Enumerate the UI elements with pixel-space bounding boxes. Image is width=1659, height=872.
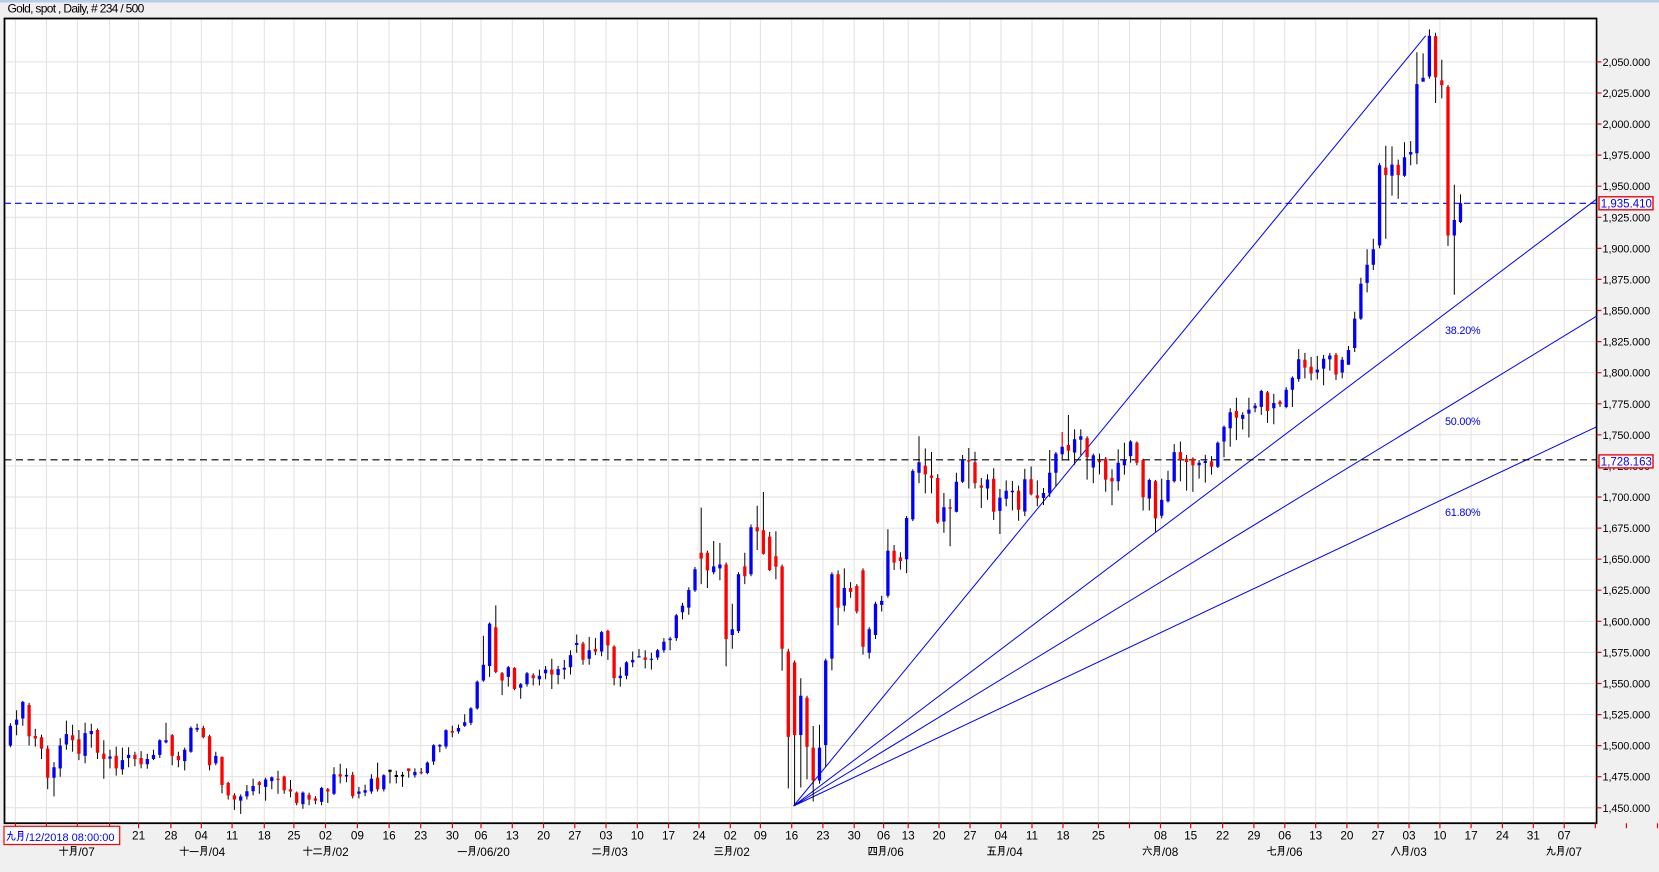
svg-text:04: 04 [994,829,1008,843]
svg-text:1,650.000: 1,650.000 [1603,554,1651,566]
svg-text:/04: /04 [1006,845,1023,859]
svg-text:1,525.000: 1,525.000 [1603,710,1651,722]
svg-text:13: 13 [506,829,520,843]
svg-text:50.00%: 50.00% [1445,416,1481,428]
svg-text:13: 13 [1309,829,1323,843]
svg-text:1,600.000: 1,600.000 [1603,616,1651,628]
svg-text:06: 06 [1278,829,1292,843]
svg-text:/02: /02 [733,845,749,859]
svg-text:2,050.000: 2,050.000 [1603,57,1651,69]
svg-text:03: 03 [1402,829,1416,843]
svg-text:1,775.000: 1,775.000 [1603,399,1651,411]
svg-text:25: 25 [1092,829,1106,843]
svg-text:17: 17 [1465,829,1478,843]
svg-text:/08: /08 [1162,845,1179,859]
svg-text:1,625.000: 1,625.000 [1603,585,1651,597]
svg-text:20: 20 [932,829,946,843]
svg-text:08: 08 [1154,829,1168,843]
svg-text:23: 23 [414,829,428,843]
svg-text:09: 09 [351,829,364,843]
svg-text:Gold, spot , Daily, # 234 / 50: Gold, spot , Daily, # 234 / 500 [8,2,145,16]
svg-text:1,800.000: 1,800.000 [1603,368,1651,380]
svg-text:2,000.000: 2,000.000 [1603,119,1651,131]
svg-text:11: 11 [226,829,238,843]
svg-text:1,675.000: 1,675.000 [1603,523,1651,535]
svg-text:16: 16 [383,829,397,843]
svg-text:30: 30 [848,829,862,843]
svg-text:/03: /03 [1410,845,1427,859]
svg-text:/02: /02 [332,845,348,859]
svg-text:17: 17 [662,829,675,843]
svg-text:27: 27 [963,829,976,843]
svg-text:13: 13 [902,829,916,843]
svg-text:25: 25 [287,829,301,843]
svg-text:1,728.163: 1,728.163 [1601,457,1652,469]
svg-text:11: 11 [1026,829,1038,843]
svg-text:/06: /06 [1286,845,1303,859]
svg-text:1,935.410: 1,935.410 [1601,198,1652,210]
svg-text:1,975.000: 1,975.000 [1603,150,1651,162]
svg-text:03: 03 [599,829,613,843]
svg-text:/04: /04 [209,845,226,859]
svg-text:20: 20 [1340,829,1354,843]
svg-text:02: 02 [724,829,737,843]
svg-text:1,825.000: 1,825.000 [1603,337,1651,349]
svg-text:1,475.000: 1,475.000 [1603,772,1651,784]
svg-text:10: 10 [1433,829,1447,843]
svg-text:29: 29 [1247,829,1260,843]
svg-text:06: 06 [474,829,488,843]
svg-text:06: 06 [877,829,891,843]
svg-text:31: 31 [1527,829,1540,843]
svg-text:/07: /07 [1566,845,1582,859]
svg-text:10: 10 [631,829,645,843]
svg-text:1,450.000: 1,450.000 [1603,803,1651,815]
svg-text:07: 07 [1558,829,1571,843]
svg-text:1,850.000: 1,850.000 [1603,306,1651,318]
svg-text:/03: /03 [611,845,628,859]
svg-text:04: 04 [195,829,209,843]
svg-text:24: 24 [692,829,706,843]
svg-text:/06: /06 [887,845,904,859]
svg-text:27: 27 [568,829,581,843]
svg-text:28: 28 [164,829,178,843]
svg-text:30: 30 [446,829,460,843]
svg-text:21: 21 [132,829,145,843]
svg-text:18: 18 [1056,829,1070,843]
svg-text:/06/20: /06/20 [477,845,510,859]
svg-text:24: 24 [1496,829,1510,843]
svg-text:1,750.000: 1,750.000 [1603,430,1651,442]
svg-text:1,575.000: 1,575.000 [1603,647,1651,659]
svg-text:20: 20 [537,829,551,843]
svg-text:/12/2018 08:00:00: /12/2018 08:00:00 [26,832,115,844]
svg-text:16: 16 [785,829,799,843]
svg-text:15: 15 [1184,829,1198,843]
svg-text:27: 27 [1372,829,1385,843]
svg-text:1,550.000: 1,550.000 [1603,679,1651,691]
svg-text:/07: /07 [78,845,94,859]
svg-text:1,700.000: 1,700.000 [1603,492,1651,504]
svg-text:18: 18 [258,829,272,843]
svg-text:02: 02 [319,829,332,843]
svg-text:22: 22 [1216,829,1229,843]
svg-text:09: 09 [754,829,767,843]
svg-text:1,900.000: 1,900.000 [1603,243,1651,255]
svg-text:23: 23 [816,829,830,843]
svg-text:38.20%: 38.20% [1445,325,1481,337]
svg-text:2,025.000: 2,025.000 [1603,88,1651,100]
svg-text:1,925.000: 1,925.000 [1603,212,1651,224]
svg-text:61.80%: 61.80% [1445,507,1481,519]
svg-text:1,500.000: 1,500.000 [1603,741,1651,753]
svg-text:1,950.000: 1,950.000 [1603,181,1651,193]
svg-text:1,875.000: 1,875.000 [1603,274,1651,286]
